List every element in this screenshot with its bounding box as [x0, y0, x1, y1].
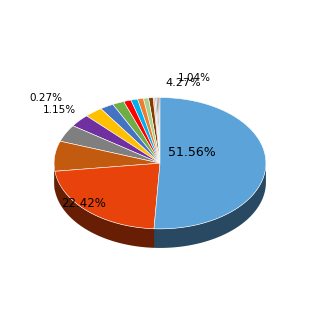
Polygon shape — [154, 163, 160, 248]
Text: 51.56%: 51.56% — [168, 146, 216, 159]
Polygon shape — [87, 109, 160, 163]
Polygon shape — [156, 98, 160, 163]
Text: 4.27%: 4.27% — [165, 78, 201, 88]
Polygon shape — [55, 171, 154, 248]
Polygon shape — [55, 163, 160, 190]
Polygon shape — [154, 98, 266, 229]
Polygon shape — [54, 163, 55, 190]
Polygon shape — [55, 163, 160, 190]
Polygon shape — [124, 100, 160, 163]
Polygon shape — [138, 98, 160, 163]
Polygon shape — [148, 98, 160, 163]
Polygon shape — [158, 98, 160, 163]
Text: 0.27%: 0.27% — [29, 92, 62, 102]
Polygon shape — [54, 141, 160, 171]
Polygon shape — [154, 164, 266, 248]
Polygon shape — [159, 98, 160, 163]
Polygon shape — [143, 98, 160, 163]
Text: 22.42%: 22.42% — [61, 197, 106, 210]
Text: 1.04%: 1.04% — [177, 74, 210, 84]
Polygon shape — [113, 101, 160, 163]
Polygon shape — [73, 116, 160, 163]
Polygon shape — [154, 163, 160, 248]
Text: 1.15%: 1.15% — [43, 105, 76, 115]
Polygon shape — [131, 99, 160, 163]
Polygon shape — [153, 98, 160, 163]
Polygon shape — [55, 163, 160, 229]
Polygon shape — [101, 104, 160, 163]
Polygon shape — [60, 126, 160, 163]
Polygon shape — [155, 98, 160, 163]
